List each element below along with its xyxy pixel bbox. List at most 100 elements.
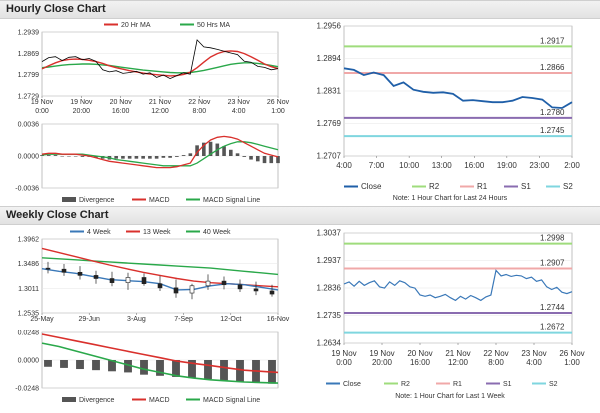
divergence-bar — [46, 155, 51, 156]
y-tick-label: 1.2869 — [18, 51, 40, 58]
series-line-50-hrs-ma — [41, 62, 279, 74]
x-tick-label: 22 Nov — [188, 99, 211, 106]
divergence-bar — [154, 156, 159, 159]
divergence-bar — [249, 156, 253, 160]
x-tick-label: 16:00 — [410, 358, 431, 367]
divergence-bar — [92, 360, 100, 371]
y-tick-label: 0.0248 — [18, 330, 40, 337]
x-tick-label: 8:00 — [488, 358, 504, 367]
divergence-bar — [44, 360, 52, 367]
series-line-close — [343, 269, 573, 302]
candle-body — [157, 283, 163, 289]
legend-label: Close — [361, 182, 382, 191]
legend-swatch — [62, 197, 76, 202]
divergence-bar — [208, 141, 213, 156]
y-tick-label: 0.0000 — [18, 154, 40, 161]
x-tick-label: 7-Sep — [174, 316, 193, 323]
x-tick-label: 22 Nov — [483, 349, 508, 358]
x-tick-label: 19:00 — [497, 161, 518, 170]
y-tick-label: 1.2956 — [317, 22, 342, 31]
candle-body — [205, 280, 211, 287]
divergence-bar — [188, 360, 196, 379]
divergence-bar — [127, 156, 132, 159]
legend-label: R2 — [401, 381, 410, 388]
legend-label: 13 Week — [143, 229, 171, 236]
series-line-close — [343, 67, 573, 109]
y-tick-label: 1.2729 — [18, 94, 40, 101]
legend-swatch — [62, 397, 76, 402]
x-tick-label: 19 Nov — [331, 349, 356, 358]
x-tick-label: 4:00 — [232, 108, 246, 115]
legend-label: R1 — [453, 381, 462, 388]
y-tick-label: 1.2894 — [317, 54, 342, 63]
candle-body — [237, 284, 243, 290]
legend-label: 40 Week — [203, 229, 231, 236]
divergence-bar — [80, 156, 85, 157]
y-tick-label: 1.2831 — [317, 87, 342, 96]
hourly-section-title: Hourly Close Chart — [6, 3, 106, 15]
level-label-s2: 1.2672 — [540, 323, 565, 332]
y-tick-label: 1.2735 — [317, 311, 342, 320]
y-tick-label: 0.0000 — [18, 358, 40, 365]
chart-note: Note: 1 Hour Chart for Last 1 Week — [395, 393, 505, 400]
hourly-last-week-chart: 1.3037 1.2937 1.2836 1.2735 1.2634 1.2998 1.29… — [317, 229, 585, 401]
legend-label: MACD — [149, 197, 170, 204]
candle-body — [125, 277, 131, 283]
divergence-bar — [269, 156, 274, 164]
candle-body — [189, 285, 195, 294]
divergence-bar — [134, 156, 139, 159]
candle-body — [173, 287, 179, 294]
series-line-macd — [41, 135, 279, 169]
divergence-bar — [156, 360, 164, 376]
legend-label: MACD — [149, 397, 170, 404]
x-tick-label: 29-Jun — [78, 316, 100, 323]
legend-label: S1 — [503, 381, 512, 388]
divergence-bar — [73, 156, 78, 157]
y-tick-label: 1.2707 — [317, 152, 342, 161]
divergence-bar — [53, 155, 58, 156]
divergence-bar — [255, 156, 260, 162]
divergence-bar — [67, 156, 71, 157]
divergence-bar — [175, 156, 179, 157]
divergence-bar — [222, 146, 226, 156]
legend-label: Divergence — [79, 197, 115, 204]
divergence-bar — [220, 360, 228, 381]
candle-body — [61, 268, 67, 273]
x-tick-label: 20 Nov — [407, 349, 432, 358]
y-tick-label: 1.3486 — [18, 261, 40, 268]
divergence-bar — [114, 156, 118, 159]
x-tick-label: 25-May — [30, 316, 54, 323]
divergence-bar — [168, 156, 172, 158]
x-tick-label: 26 Nov — [559, 349, 584, 358]
x-tick-label: 4:00 — [336, 161, 352, 170]
divergence-bar — [40, 155, 44, 156]
candle-body — [77, 271, 83, 276]
divergence-bar — [181, 155, 186, 156]
series-line-macd-signal-line — [41, 141, 279, 167]
candle-body — [269, 290, 275, 295]
legend-label: 4 Week — [87, 229, 111, 236]
candle-body — [93, 275, 99, 279]
x-tick-label: 3-Aug — [127, 316, 146, 323]
x-tick-label: 20:00 — [73, 108, 91, 115]
legend-label: Close — [343, 381, 361, 388]
x-tick-label: 2:00 — [564, 161, 580, 170]
divergence-bar — [60, 360, 68, 368]
divergence-bar — [148, 156, 152, 159]
y-tick-label: 1.2634 — [317, 339, 342, 348]
level-label-s1: 1.2744 — [540, 303, 565, 312]
candle-body — [109, 278, 115, 283]
x-tick-label: 0:00 — [336, 358, 352, 367]
x-tick-label: 12:00 — [151, 108, 169, 115]
hourly-macd-chart: 0.0036 0.0000 -0.0036 Divergence MACD MACD Si… — [15, 122, 280, 204]
legend-label: S2 — [549, 381, 558, 388]
x-tick-label: 16:00 — [112, 108, 130, 115]
x-tick-label: 0:00 — [35, 108, 49, 115]
hourly-section-header: Hourly Close Chart — [0, 0, 600, 19]
legend-label: 50 Hrs MA — [197, 22, 230, 29]
x-tick-label: 20:00 — [372, 358, 393, 367]
divergence-bar — [195, 145, 199, 156]
divergence-bar — [262, 156, 267, 164]
